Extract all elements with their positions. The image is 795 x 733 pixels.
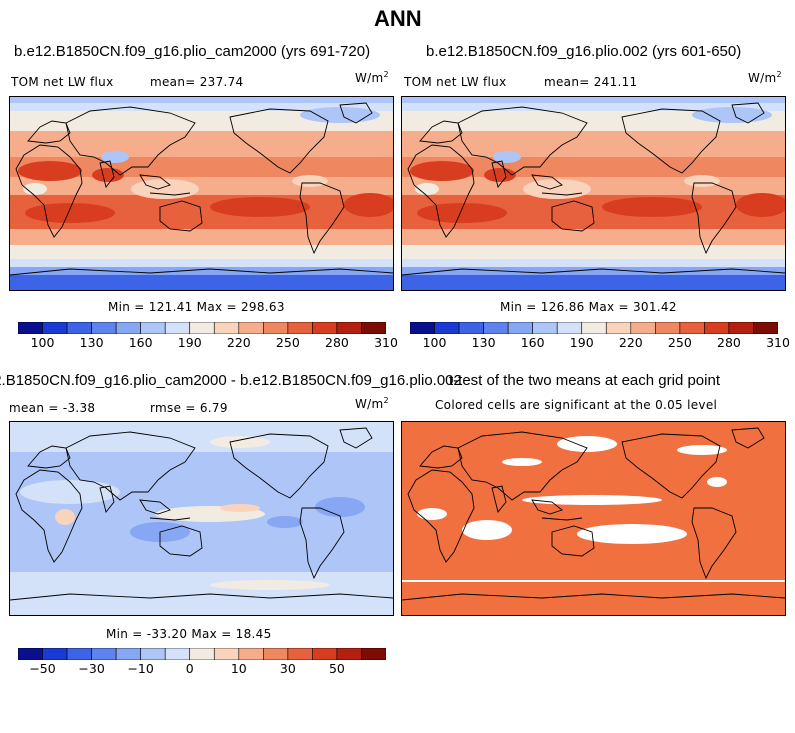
colorbar-tick-label: 160	[128, 335, 153, 350]
panel1-mean-label: mean= 237.74	[150, 75, 244, 89]
colorbar-box	[556, 322, 583, 334]
colorbar-box	[238, 648, 264, 660]
colorbar-box	[189, 322, 215, 334]
figure-title: ANN	[374, 6, 422, 31]
colorbar-tick-label: 220	[618, 335, 643, 350]
panel2-title: b.e12.B1850CN.f09_g16.plio.002 (yrs 601-…	[426, 43, 742, 60]
panel2-units: W/m2	[748, 70, 782, 85]
colorbar-box	[630, 322, 656, 334]
colorbar-tick-label: 50	[328, 661, 345, 676]
colorbar-box	[213, 322, 240, 334]
panel4-title: t-test of the two means at each grid poi…	[449, 372, 720, 389]
colorbar-box	[655, 322, 681, 334]
colorbar-box	[434, 322, 460, 334]
colorbar-box	[312, 322, 338, 334]
colorbar-tick-label: 190	[177, 335, 202, 350]
panel3-units: W/m2	[355, 396, 389, 411]
colorbar-tick-label: 100	[30, 335, 55, 350]
colorbar-box	[140, 648, 166, 660]
colorbar-box	[532, 322, 558, 334]
colorbar-box	[753, 322, 778, 334]
panel4-subtitle: Colored cells are significant at the 0.0…	[435, 398, 718, 412]
colorbar-tick-label: 160	[520, 335, 545, 350]
panel2-stats: Min = 126.86 Max = 301.42	[500, 300, 677, 314]
colorbar-box	[728, 322, 754, 334]
colorbar-box	[42, 648, 68, 660]
colorbar-box	[605, 322, 632, 334]
colorbar-box	[336, 322, 362, 334]
colorbar-box	[66, 322, 92, 334]
colorbar-box	[164, 648, 191, 660]
colorbar-box	[287, 322, 313, 334]
colorbar-box	[66, 648, 92, 660]
panel1-title: b.e12.B1850CN.f09_g16.plio_cam2000 (yrs …	[14, 43, 371, 60]
panel3-title: b.e12.B1850CN.f09_g16.plio_cam2000 - b.e…	[0, 372, 462, 389]
colorbar-box	[189, 648, 215, 660]
colorbar-box	[361, 648, 386, 660]
panel3-rmse-label: rmse = 6.79	[150, 401, 228, 415]
colorbar-box	[287, 648, 313, 660]
panel2-colorbar	[410, 322, 778, 334]
colorbar-tick-label: 220	[226, 335, 251, 350]
colorbar-box	[361, 322, 386, 334]
colorbar-box	[581, 322, 607, 334]
panel3-stats: Min = -33.20 Max = 18.45	[106, 627, 272, 641]
colorbar-box	[336, 648, 362, 660]
colorbar-box	[238, 322, 264, 334]
colorbar-tick-label: 250	[667, 335, 692, 350]
colorbar-tick-label: 310	[374, 335, 398, 350]
colorbar-box	[213, 648, 240, 660]
panel3-map	[9, 421, 394, 616]
colorbar-box	[140, 322, 166, 334]
panel1-field-label: TOM net LW flux	[11, 75, 114, 89]
colorbar-tick-label: 10	[230, 661, 247, 676]
colorbar-tick-label: 280	[716, 335, 741, 350]
colorbar-tick-label: 130	[79, 335, 104, 350]
colorbar-box	[91, 648, 117, 660]
panel1-map	[9, 96, 394, 291]
colorbar-tick-label: 100	[422, 335, 447, 350]
colorbar-box	[91, 322, 117, 334]
panel3-colorbar	[18, 648, 386, 660]
colorbar-box	[115, 322, 141, 334]
colorbar-box	[164, 322, 191, 334]
colorbar-tick-label: 280	[324, 335, 349, 350]
colorbar-box	[312, 648, 338, 660]
panel3-mean-label: mean = -3.38	[9, 401, 96, 415]
colorbar-tick-label: 0	[185, 661, 194, 676]
colorbar-tick-label: 250	[275, 335, 300, 350]
colorbar-box	[115, 648, 141, 660]
panel2-field-label: TOM net LW flux	[404, 75, 507, 89]
colorbar-tick-label: 310	[766, 335, 790, 350]
colorbar-tick-label: −30	[78, 661, 105, 676]
colorbar-box	[18, 322, 43, 334]
colorbar-box	[410, 322, 435, 334]
colorbar-box	[458, 322, 484, 334]
colorbar-tick-label: 30	[279, 661, 296, 676]
panel2-map	[401, 96, 786, 291]
colorbar-box	[679, 322, 705, 334]
colorbar-box	[483, 322, 509, 334]
colorbar-box	[704, 322, 730, 334]
panel1-units: W/m2	[355, 70, 389, 85]
panel1-stats: Min = 121.41 Max = 298.63	[108, 300, 285, 314]
panel2-mean-label: mean= 241.11	[544, 75, 638, 89]
colorbar-tick-label: 190	[569, 335, 594, 350]
colorbar-tick-label: −10	[127, 661, 154, 676]
colorbar-box	[263, 322, 289, 334]
colorbar-box	[42, 322, 68, 334]
colorbar-box	[18, 648, 43, 660]
colorbar-tick-label: 130	[471, 335, 496, 350]
colorbar-box	[507, 322, 533, 334]
colorbar-box	[263, 648, 289, 660]
panel4-map	[401, 421, 786, 616]
panel1-colorbar	[18, 322, 386, 334]
colorbar-tick-label: −50	[29, 661, 56, 676]
